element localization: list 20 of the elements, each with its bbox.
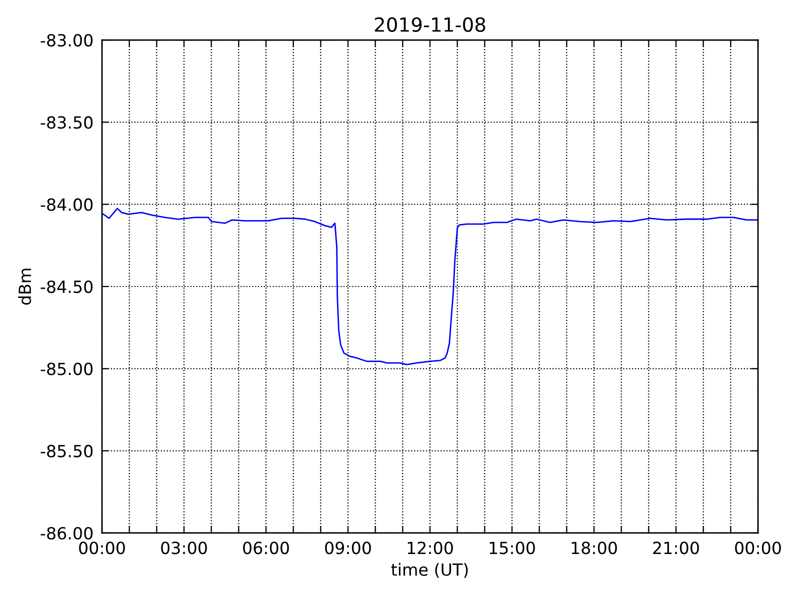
y-tick-label: -84.50 [40, 280, 93, 294]
x-tick-label: 15:00 [490, 542, 535, 554]
line-series [102, 208, 758, 366]
y-tick-label: -85.50 [40, 444, 93, 458]
x-tick-label: 12:00 [408, 542, 453, 554]
chart-title: 2019-11-08 [374, 17, 486, 32]
y-tick-label: -83.50 [40, 116, 93, 129]
y-axis-title: dBm [18, 268, 32, 305]
x-tick-label: 00:00 [735, 542, 781, 554]
y-tick-label: -85.00 [40, 362, 93, 376]
x-tick-label: 18:00 [572, 542, 617, 554]
x-tick-label: 06:00 [243, 542, 289, 554]
x-tick-label: 03:00 [161, 542, 207, 554]
y-tick-label: -84.00 [40, 198, 93, 211]
y-tick-label: -86.00 [40, 526, 93, 540]
y-tick-label: -83.00 [40, 34, 93, 47]
x-tick-label: 09:00 [325, 542, 371, 554]
x-tick-label: 21:00 [653, 542, 699, 554]
x-axis-title: time (UT) [391, 563, 468, 578]
x-tick-label: 00:00 [79, 542, 125, 554]
